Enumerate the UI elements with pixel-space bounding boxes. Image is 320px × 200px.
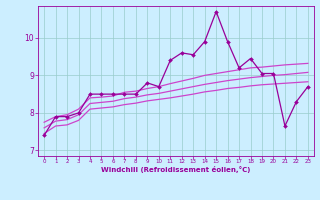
X-axis label: Windchill (Refroidissement éolien,°C): Windchill (Refroidissement éolien,°C) — [101, 166, 251, 173]
